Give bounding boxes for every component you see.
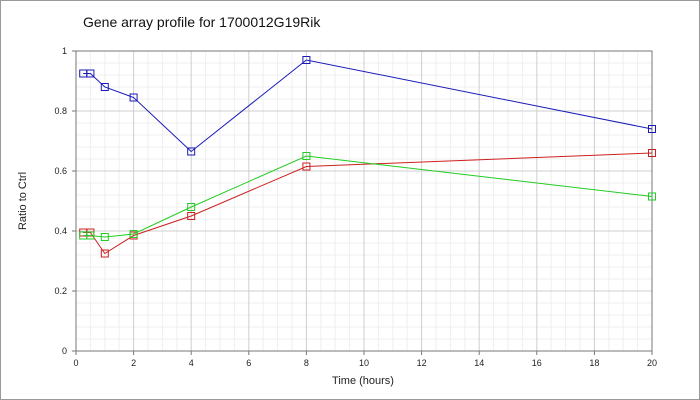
data-point [302,162,311,171]
chart-title: Gene array profile for 1700012G19Rik [83,14,321,30]
data-point [302,56,311,64]
series-line [83,59,653,153]
data-point [86,69,95,78]
y-axis-label: Ratio to Ctrl [17,172,29,230]
x-tick-label: 18 [589,358,599,368]
series-line [83,152,653,255]
x-tick-label: 20 [647,358,657,368]
series-3 [79,152,656,241]
x-tick-label: 12 [417,358,427,368]
x-tick-label: 8 [304,358,309,368]
data-point [187,212,196,220]
x-tick-label: 4 [189,358,194,368]
series-1 [79,56,656,156]
x-tick-label: 10 [359,358,369,368]
x-axis-label: Time (hours) [332,375,394,387]
data-point [100,249,109,258]
x-tick-label: 0 [73,358,78,368]
data-point [187,203,196,211]
y-tick-label: 0.4 [54,226,67,236]
data-point [187,147,196,156]
y-tick-label: 0.2 [54,286,67,296]
series-2 [79,149,656,258]
y-tick-label: 0.6 [54,166,67,176]
y-tick-label: 0.8 [54,106,67,116]
x-tick-label: 2 [131,358,136,368]
x-tick-label: 14 [474,358,484,368]
data-point [100,83,109,91]
data-point [100,233,109,241]
data-point [129,230,138,238]
data-point [129,93,138,102]
data-point [648,125,656,133]
x-tick-label: 16 [532,358,542,368]
data-point [86,231,95,240]
y-tick-label: 1 [62,46,67,56]
data-point [648,149,656,157]
data-point [302,152,311,160]
y-tick-label: 0 [62,346,67,356]
x-tick-label: 6 [246,358,251,368]
series-line [83,155,653,238]
data-point [648,192,656,201]
